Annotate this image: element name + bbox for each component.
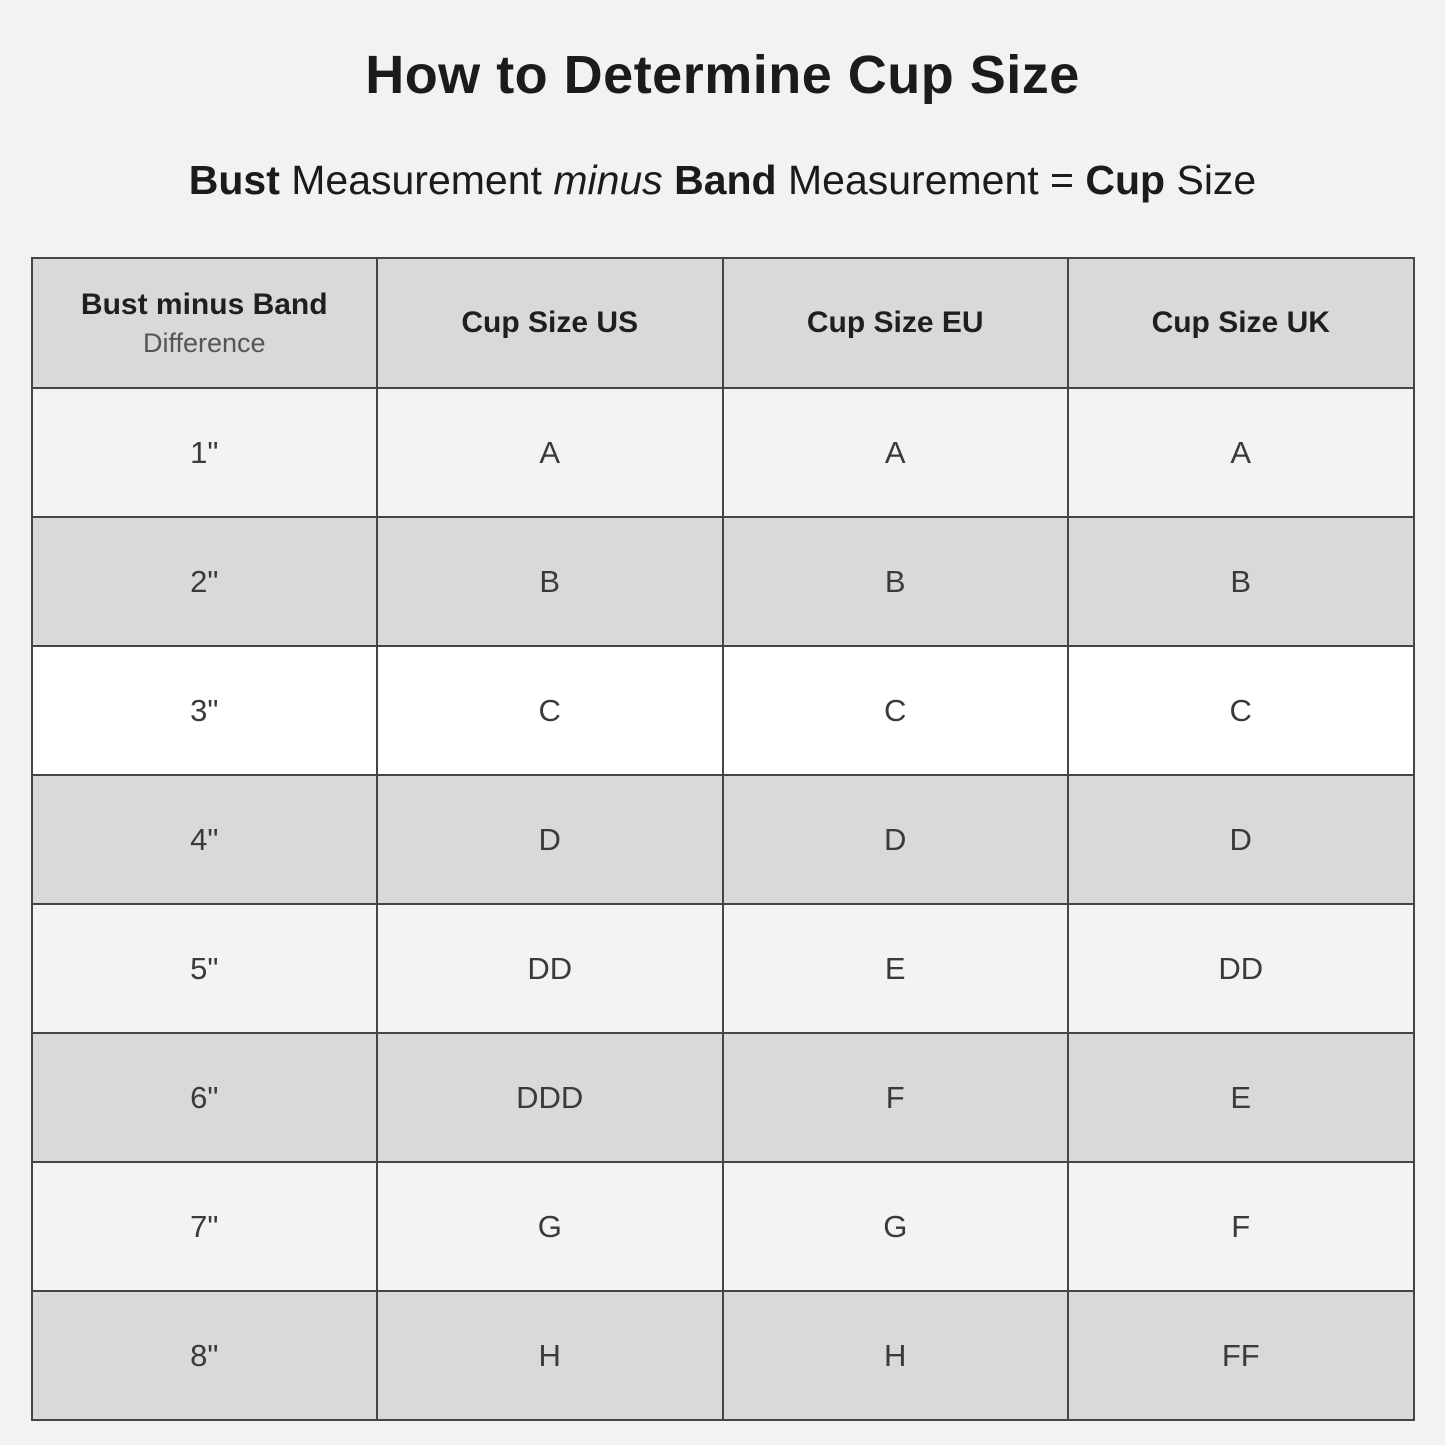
table-row: 6" DDD F E: [30, 1032, 1415, 1163]
cup-size-us-cell: D: [376, 774, 724, 905]
subtitle-measurement-2: Measurement =: [776, 157, 1086, 203]
subtitle-formula: Bust Measurement minus Band Measurement …: [0, 102, 1445, 201]
header-row: Bust minus Band Difference Cup Size US Cu…: [30, 257, 1415, 389]
header-cup-size-us: Cup Size US: [376, 257, 724, 389]
table-row: 7" G G F: [30, 1161, 1415, 1292]
cup-size-us-cell: G: [376, 1161, 724, 1292]
difference-cell: 5": [30, 903, 378, 1034]
cup-size-uk-cell: E: [1067, 1032, 1415, 1163]
cup-size-eu-cell: E: [721, 903, 1069, 1034]
cup-size-us-cell: H: [376, 1290, 724, 1421]
cup-size-uk-cell: B: [1067, 516, 1415, 647]
subtitle-bust: Bust: [188, 157, 280, 203]
page-title: How to Determine Cup Size: [365, 45, 1080, 105]
cup-size-uk-cell: D: [1067, 774, 1415, 905]
table-row: 8" H H FF: [30, 1290, 1415, 1421]
table-header: Bust minus Band Difference Cup Size US Cu…: [30, 257, 1415, 389]
subtitle-minus: minus: [553, 157, 663, 203]
difference-cell: 3": [30, 645, 378, 776]
header-cup-size-uk: Cup Size UK: [1067, 257, 1415, 389]
difference-cell: 8": [30, 1290, 378, 1421]
header-difference-line1: Bust minus Band: [80, 287, 328, 321]
cup-size-uk-cell: DD: [1067, 903, 1415, 1034]
table-row: 4" D D D: [30, 774, 1415, 905]
difference-cell: 1": [30, 387, 378, 518]
subtitle-measurement-1: Measurement: [279, 157, 554, 203]
table-row: 1" A A A: [30, 387, 1415, 518]
subtitle-band: Band: [662, 157, 777, 203]
cup-size-us-cell: A: [376, 387, 724, 518]
header-difference-line2: Difference: [142, 327, 266, 358]
cup-size-eu-cell: B: [721, 516, 1069, 647]
cup-size-us-cell: DDD: [376, 1032, 724, 1163]
cup-size-uk-cell: C: [1067, 645, 1415, 776]
cup-size-us-cell: DD: [376, 903, 724, 1034]
table-row: 5" DD E DD: [30, 903, 1415, 1034]
difference-cell: 6": [30, 1032, 378, 1163]
subtitle-size: Size: [1165, 157, 1257, 203]
difference-cell: 4": [30, 774, 378, 905]
header-difference: Bust minus Band Difference: [30, 257, 378, 389]
cup-size-uk-cell: A: [1067, 387, 1415, 518]
cup-size-eu-cell: H: [721, 1290, 1069, 1421]
cup-size-uk-cell: F: [1067, 1161, 1415, 1292]
difference-cell: 2": [30, 516, 378, 647]
header-cup-size-eu: Cup Size EU: [721, 257, 1069, 389]
subtitle-cup: Cup: [1085, 157, 1166, 203]
cup-size-eu-cell: C: [721, 645, 1069, 776]
cup-size-eu-cell: A: [721, 387, 1069, 518]
cup-size-eu-cell: G: [721, 1161, 1069, 1292]
difference-cell: 7": [30, 1161, 378, 1292]
table-row: 3" C C C: [30, 645, 1415, 776]
table-body: 1" A A A 2" B B B 3" C C C 4" D D D 5" D…: [30, 387, 1415, 1421]
cup-size-us-cell: C: [376, 645, 724, 776]
cup-size-uk-cell: FF: [1067, 1290, 1415, 1421]
cup-size-eu-cell: D: [721, 774, 1069, 905]
cup-size-us-cell: B: [376, 516, 724, 647]
cup-size-table: Bust minus Band Difference Cup Size US Cu…: [30, 257, 1415, 1421]
table-row: 2" B B B: [30, 516, 1415, 647]
cup-size-eu-cell: F: [721, 1032, 1069, 1163]
